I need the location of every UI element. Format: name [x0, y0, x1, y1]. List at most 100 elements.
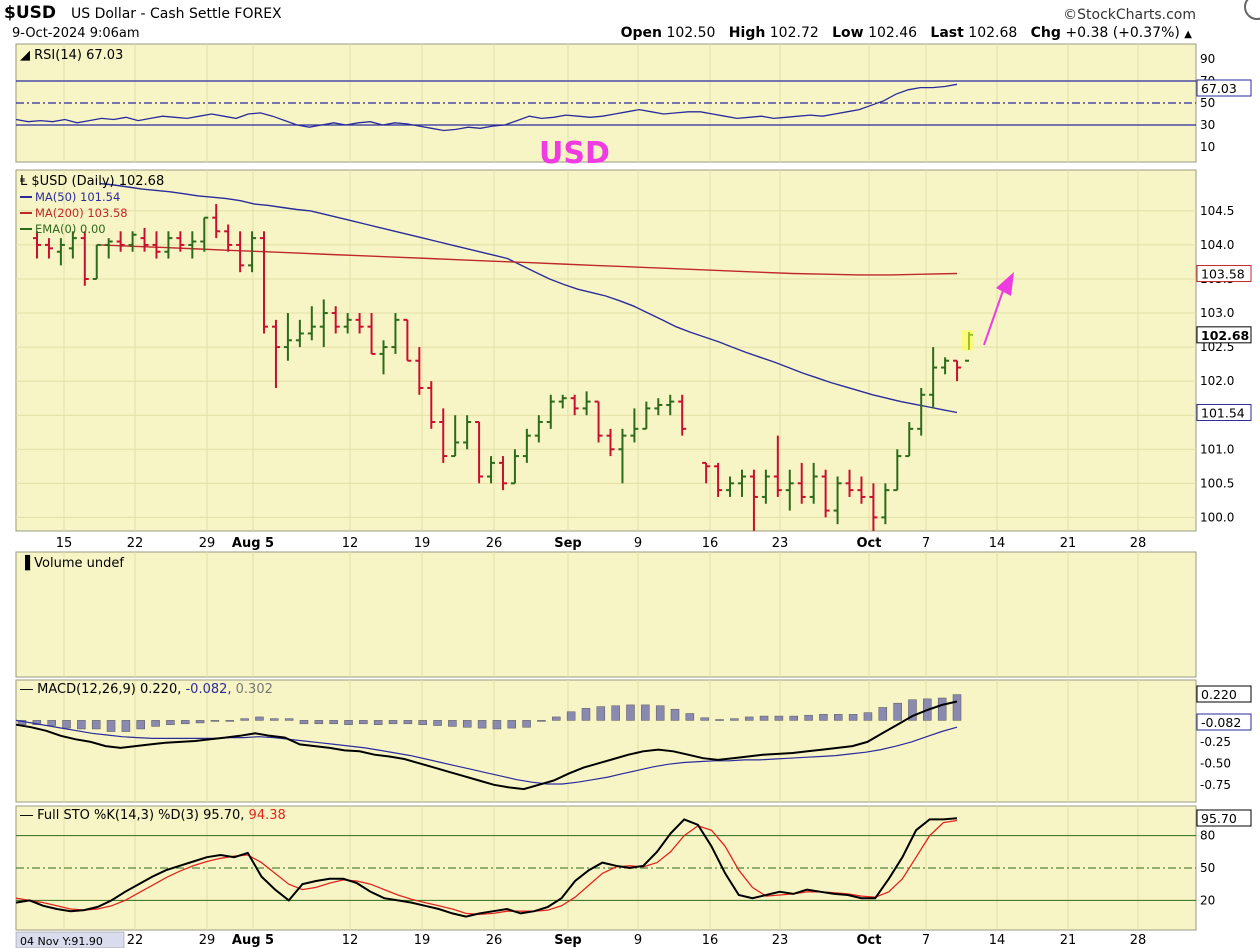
macd-hist-bar — [240, 718, 249, 721]
signal-last-label: -0.082 — [1201, 715, 1241, 730]
x-tick-label-bottom: 14 — [989, 933, 1006, 948]
x-tick-label-bottom: Aug 5 — [232, 933, 274, 948]
legend-entry: EMA(0) 0.00 — [35, 222, 106, 236]
macd-tick-label: -0.50 — [1200, 756, 1231, 770]
settings-icon[interactable] — [1244, 0, 1260, 20]
ohlc-bar — [498, 456, 507, 491]
sto-title-value: 95.70, — [203, 808, 244, 823]
ohlc-bar — [355, 313, 364, 334]
rsi-line — [15, 83, 958, 132]
ohlc-bar — [236, 231, 245, 273]
ma50-price-label: 101.54 — [1201, 405, 1245, 420]
ohlc-bar — [749, 469, 758, 531]
last-price-label: 102.68 — [1201, 328, 1249, 343]
ohlc-bar — [522, 428, 531, 463]
x-tick-label-bottom: 26 — [486, 933, 503, 948]
rsi-tick-label: 50 — [1200, 96, 1215, 110]
ma200-price-label: 103.58 — [1201, 267, 1245, 282]
macd-hist-bar — [255, 716, 264, 721]
price-tick-label: 103.0 — [1200, 306, 1234, 320]
bottom-crosshair-box — [15, 931, 125, 948]
ohlc-bar — [869, 483, 878, 531]
ohlc-bar — [582, 391, 591, 416]
x-tick-label-bottom: 19 — [414, 933, 431, 948]
macd-hist-bar — [210, 720, 220, 722]
price-title: Ⱡ $USD (Daily) 102.68 — [20, 174, 164, 189]
ma200-price-label-box — [1196, 265, 1252, 283]
x-tick-label: 23 — [772, 536, 789, 551]
macd-hist-bar — [908, 699, 917, 721]
ohlc-bar — [594, 400, 603, 443]
macd-hist-bar — [62, 720, 71, 729]
rsi-last-label: 67.03 — [1201, 81, 1237, 96]
last-price-label-box — [1196, 326, 1252, 344]
ohlc-bar — [463, 415, 472, 450]
macd-hist-bar — [685, 713, 695, 721]
ohlc-bar — [534, 415, 543, 443]
ohlc-bar — [140, 227, 149, 252]
rsi-tick-label: 10 — [1200, 140, 1215, 154]
x-tick-label: 22 — [127, 536, 144, 551]
x-tick-label: 12 — [342, 536, 359, 551]
ohlc-bar — [331, 306, 340, 334]
macd-hist-bar — [359, 720, 368, 725]
ma50-price-label-box — [1196, 403, 1252, 421]
bottom-crosshair-label: 04 Nov Y:91.90 — [20, 935, 103, 948]
macd-hist-bar — [344, 720, 353, 725]
macd-hist-bar — [700, 717, 709, 721]
macd-tick-label: -0.75 — [1200, 778, 1231, 792]
last-label: Last — [930, 25, 964, 41]
ohlc-bar — [367, 313, 376, 355]
macd-hist-bar — [448, 720, 457, 727]
macd-hist-bar — [819, 714, 828, 721]
x-tick-label: Aug 5 — [232, 536, 274, 551]
macd-title: ― MACD(12,26,9) 0.220, -0.082, 0.302 — [20, 682, 273, 697]
trend-arrow-shaft — [983, 281, 1007, 346]
ohlc-bar — [953, 359, 962, 382]
legend-entry: MA(50) 101.54 — [35, 190, 120, 204]
macd-hist-bar — [759, 715, 769, 721]
ohlc-bar — [92, 243, 101, 280]
macd-tick-label: -0.25 — [1200, 735, 1231, 749]
brand-watermark: ©StockCharts.com — [1063, 7, 1196, 23]
macd-hist-bar — [477, 720, 487, 729]
ohlc-bar — [248, 231, 257, 273]
ohlc-bar — [200, 216, 209, 252]
macd-title-value: 0.220, — [140, 682, 185, 697]
macd-title-value: -0.082, — [185, 682, 235, 697]
ohlc-bar — [475, 421, 484, 484]
rsi-last-label-box — [1196, 79, 1252, 97]
ohlc-bar — [224, 224, 233, 252]
price-tick-label: 101.0 — [1200, 442, 1234, 456]
ohlc-bar — [893, 449, 902, 492]
ohlc-bar — [104, 238, 113, 259]
macd-hist-bar — [715, 719, 724, 721]
x-tick-label-bottom: 23 — [772, 933, 789, 948]
x-tick-label-bottom: Oct — [857, 933, 882, 948]
open-label: Open — [620, 25, 662, 41]
macd-last-label: 0.220 — [1201, 687, 1237, 702]
chg-value: +0.38 (+0.37%) — [1065, 25, 1180, 41]
macd-hist-bar — [32, 720, 42, 725]
ohlc-bar — [451, 415, 460, 458]
macd-hist-bar — [492, 720, 502, 730]
ohlc-bar — [761, 469, 770, 504]
ohlc-bar — [606, 428, 615, 457]
x-tick-label: 9 — [634, 536, 642, 551]
ma200-line — [99, 244, 958, 276]
ohlc-bar — [546, 394, 555, 429]
macd-hist-bar — [937, 697, 947, 721]
sto-title-value: 94.38 — [244, 808, 285, 823]
ohlc-bar — [33, 231, 41, 259]
rsi-title: ◢ RSI(14) 67.03 — [20, 48, 123, 63]
ohlc-bar — [295, 319, 304, 348]
x-tick-label-bottom: 21 — [1060, 933, 1077, 948]
macd-hist-bar — [774, 715, 784, 721]
ohlc-bar — [44, 238, 53, 259]
ohlc-bar — [845, 469, 854, 497]
macd-hist-bar — [804, 714, 813, 721]
x-tick-label-bottom: Sep — [554, 933, 582, 948]
ohlc-bar — [80, 231, 89, 286]
macd-hist-bar — [581, 708, 591, 721]
macd-hist-bar — [611, 705, 620, 721]
